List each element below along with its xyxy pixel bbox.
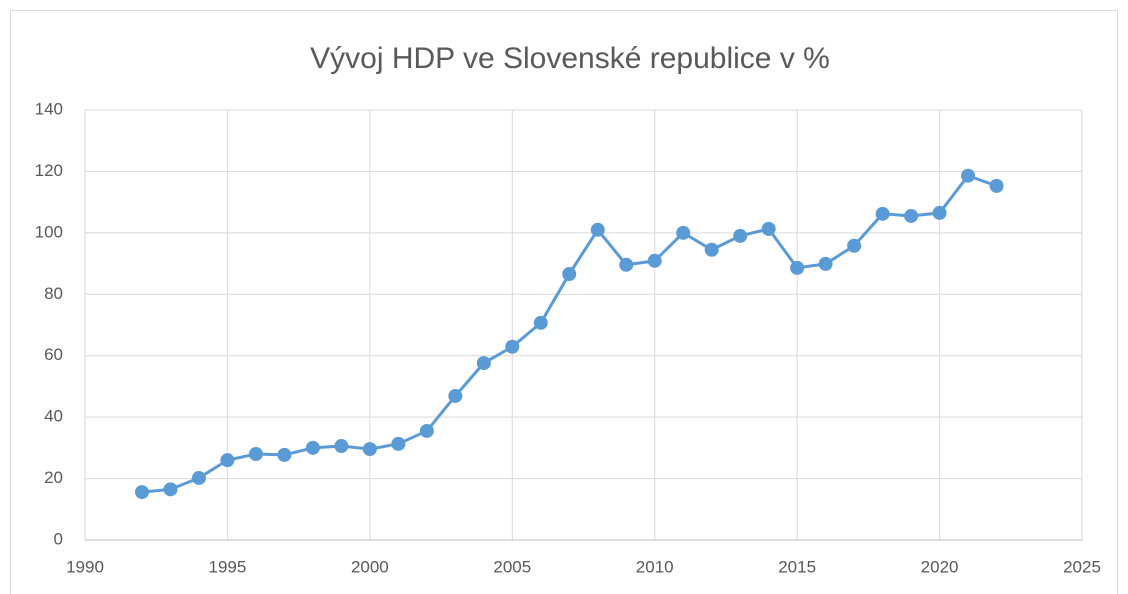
data-point bbox=[847, 238, 862, 253]
data-point bbox=[704, 242, 719, 257]
chart-title: Vývoj HDP ve Slovenské republice v % bbox=[310, 42, 830, 75]
x-tick-label: 1995 bbox=[209, 557, 247, 576]
data-point bbox=[619, 257, 634, 272]
data-point bbox=[277, 447, 292, 462]
data-point bbox=[533, 315, 548, 330]
y-tick-label: 80 bbox=[44, 284, 63, 303]
x-tick-label: 2020 bbox=[921, 557, 959, 576]
data-point bbox=[875, 206, 890, 221]
data-point bbox=[932, 205, 947, 220]
data-point bbox=[220, 453, 235, 468]
data-point bbox=[191, 470, 206, 485]
data-point bbox=[448, 388, 463, 403]
data-point bbox=[590, 222, 605, 237]
data-point bbox=[134, 485, 149, 500]
data-point bbox=[562, 267, 577, 282]
data-point bbox=[676, 225, 691, 240]
y-tick-label: 140 bbox=[35, 99, 63, 118]
y-tick-label: 100 bbox=[35, 222, 63, 241]
y-tick-label: 0 bbox=[54, 529, 63, 548]
data-point bbox=[961, 168, 976, 183]
data-point bbox=[818, 256, 833, 271]
data-point bbox=[476, 356, 491, 371]
data-point bbox=[362, 442, 377, 457]
data-point bbox=[647, 253, 662, 268]
x-tick-label: 1990 bbox=[66, 557, 104, 576]
chart-border bbox=[10, 10, 1118, 594]
data-point bbox=[989, 178, 1004, 193]
data-point bbox=[334, 439, 349, 454]
data-point bbox=[904, 208, 919, 223]
data-point bbox=[419, 423, 434, 438]
data-point bbox=[505, 339, 520, 354]
y-tick-label: 120 bbox=[35, 161, 63, 180]
y-tick-label: 20 bbox=[44, 468, 63, 487]
x-tick-label: 2015 bbox=[778, 557, 816, 576]
y-tick-label: 60 bbox=[44, 345, 63, 364]
x-tick-label: 2000 bbox=[351, 557, 389, 576]
data-point bbox=[733, 228, 748, 243]
data-point bbox=[305, 440, 320, 455]
data-point bbox=[248, 447, 263, 461]
data-point bbox=[391, 436, 406, 451]
y-tick-label: 40 bbox=[44, 407, 63, 426]
x-tick-label: 2010 bbox=[636, 557, 674, 576]
x-tick-label: 2005 bbox=[493, 557, 531, 576]
data-point bbox=[163, 482, 178, 497]
data-point bbox=[790, 260, 805, 275]
data-point bbox=[761, 221, 776, 236]
x-tick-label: 2025 bbox=[1063, 557, 1101, 576]
